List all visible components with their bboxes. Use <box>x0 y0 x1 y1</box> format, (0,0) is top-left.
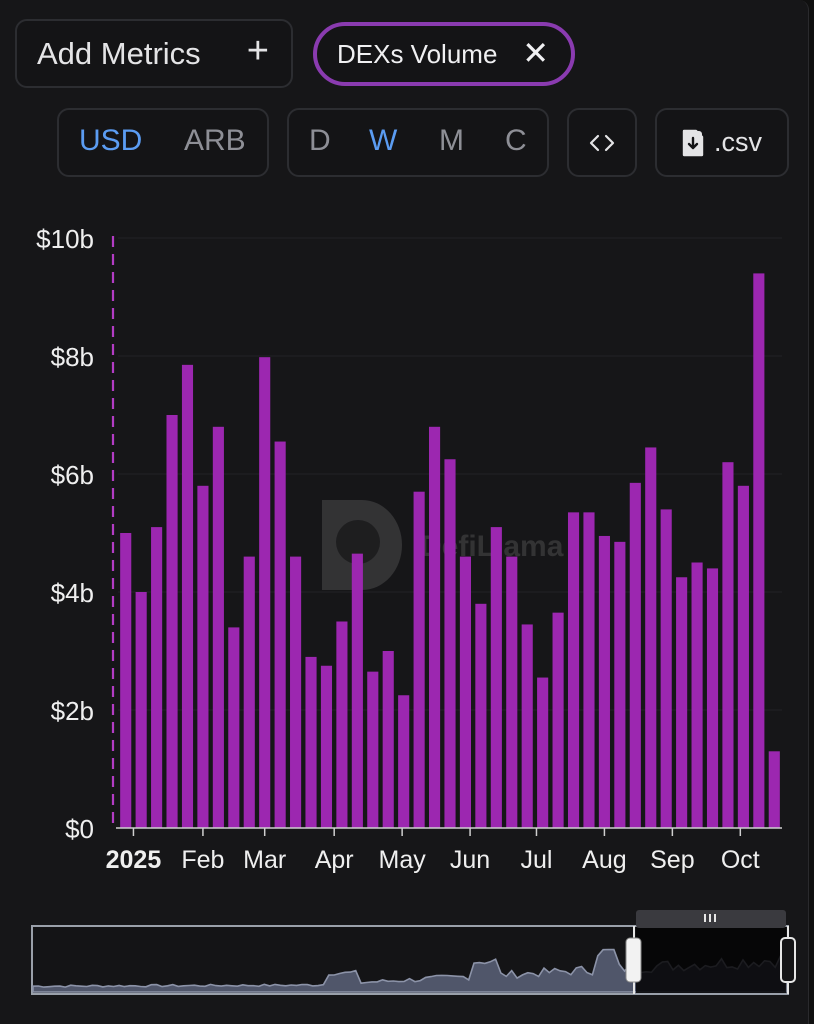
x-tick-label: Mar <box>243 846 286 874</box>
bar[interactable] <box>351 553 363 828</box>
bar[interactable] <box>506 556 518 828</box>
bar[interactable] <box>243 556 255 828</box>
csv-label: .csv <box>713 127 762 157</box>
bar[interactable] <box>212 426 224 828</box>
bar[interactable] <box>768 751 780 828</box>
y-axis: $0 $2b $4b $6b $8b $10b <box>36 224 94 844</box>
bar[interactable] <box>459 556 471 828</box>
bar[interactable] <box>197 485 209 828</box>
bar[interactable] <box>413 491 425 828</box>
x-axis: 2025 Feb Mar Apr May Jun Jul Aug Sep Oct <box>106 827 782 874</box>
navigator-selection[interactable] <box>636 927 786 993</box>
bar[interactable] <box>444 459 456 828</box>
metric-chip-label: DEXs Volume <box>337 38 498 69</box>
period-toggle: D W M C <box>287 108 549 177</box>
bar[interactable] <box>151 527 163 828</box>
bar[interactable] <box>336 621 348 829</box>
period-option-c[interactable]: C <box>505 124 527 157</box>
plus-icon: + <box>246 30 269 72</box>
bar[interactable] <box>259 357 271 828</box>
period-option-m[interactable]: M <box>439 124 464 157</box>
bar[interactable] <box>614 541 626 828</box>
bar[interactable] <box>382 651 394 828</box>
y-tick-label: $6b <box>51 460 94 490</box>
embed-button[interactable] <box>567 108 637 177</box>
code-icon <box>589 134 615 151</box>
grip-icon[interactable] <box>704 914 716 922</box>
x-tick-label: Aug <box>582 846 626 874</box>
navigator-selection-sparkline <box>640 954 787 974</box>
bar[interactable] <box>552 612 564 828</box>
bar[interactable] <box>367 671 379 828</box>
bar[interactable] <box>274 441 286 828</box>
add-metrics-label: Add Metrics <box>37 35 201 71</box>
bar[interactable] <box>706 568 719 828</box>
y-tick-label: $0 <box>65 814 94 844</box>
navigator-left-handle[interactable] <box>625 937 642 983</box>
bar-chart: DefiLlama $0$2b$4b$6b$8b$10b 2025FebMarA… <box>36 224 782 874</box>
y-tick-label: $10b <box>36 224 94 254</box>
csv-download-button[interactable]: .csv <box>655 108 789 177</box>
add-metrics-button[interactable]: Add Metrics + <box>15 19 293 88</box>
bar[interactable] <box>645 447 657 828</box>
bar[interactable] <box>567 512 580 828</box>
bar[interactable] <box>583 512 595 828</box>
period-option-w[interactable]: W <box>369 124 398 157</box>
bar[interactable] <box>598 535 610 828</box>
bar[interactable] <box>181 364 194 828</box>
bar[interactable] <box>166 415 178 828</box>
bar[interactable] <box>521 624 533 828</box>
currency-option-arb[interactable]: ARB <box>184 124 246 157</box>
bar[interactable] <box>737 485 749 828</box>
bar[interactable] <box>475 603 487 828</box>
bar[interactable] <box>660 509 672 828</box>
x-tick-label: Oct <box>721 846 760 874</box>
x-tick-label: 2025 <box>106 846 162 874</box>
currency-toggle: USD ARB <box>57 108 269 177</box>
bar[interactable] <box>429 426 441 828</box>
bar[interactable] <box>753 273 765 828</box>
bar[interactable] <box>537 677 549 828</box>
bars <box>120 273 780 828</box>
close-icon[interactable]: ✕ <box>522 35 549 71</box>
y-tick-label: $2b <box>51 696 94 726</box>
bar[interactable] <box>120 533 132 828</box>
currency-option-usd[interactable]: USD <box>79 124 143 157</box>
bar[interactable] <box>398 695 410 828</box>
bar[interactable] <box>629 482 641 828</box>
bar[interactable] <box>135 592 147 828</box>
period-option-d[interactable]: D <box>309 124 331 157</box>
x-tick-label: Jun <box>450 846 490 874</box>
x-tick-label: Apr <box>315 846 354 874</box>
bar[interactable] <box>722 462 734 828</box>
y-tick-label: $8b <box>51 342 94 372</box>
bar[interactable] <box>320 665 333 828</box>
y-tick-label: $4b <box>51 578 94 608</box>
bar[interactable] <box>305 656 317 828</box>
file-download-icon <box>682 129 704 156</box>
bar[interactable] <box>228 627 240 828</box>
x-tick-label: Feb <box>181 846 224 874</box>
x-tick-label: Sep <box>650 846 694 874</box>
x-tick-label: Jul <box>520 846 552 874</box>
bar[interactable] <box>290 556 302 828</box>
navigator-right-handle[interactable] <box>780 937 796 983</box>
bar[interactable] <box>490 527 502 828</box>
metric-chip-dexs-volume[interactable]: DEXs Volume ✕ <box>313 22 575 86</box>
bar[interactable] <box>676 577 688 828</box>
bar[interactable] <box>691 562 703 829</box>
x-tick-label: May <box>379 846 427 874</box>
